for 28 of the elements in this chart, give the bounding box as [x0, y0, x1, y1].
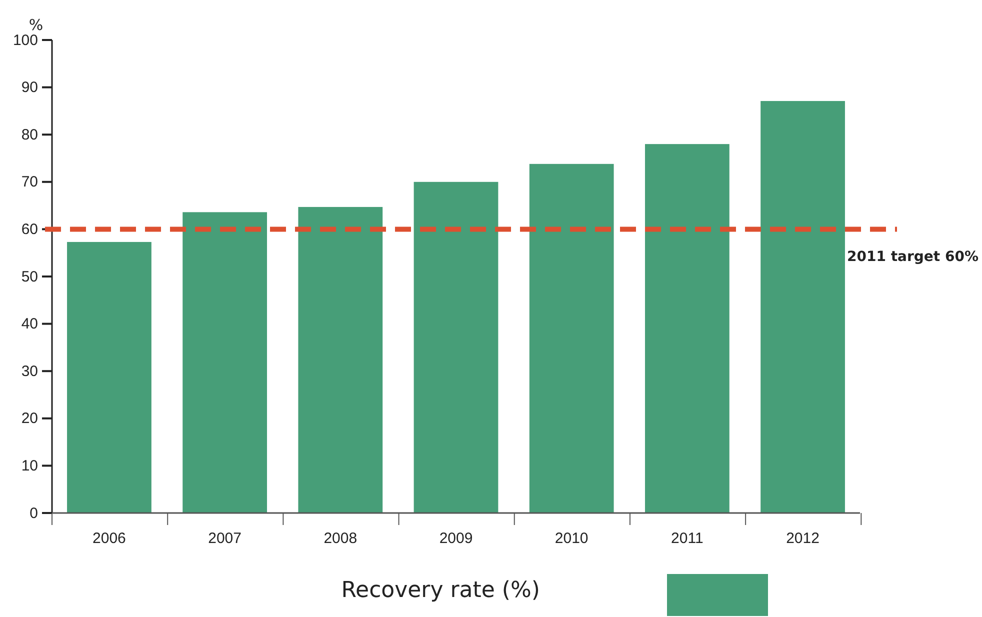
y-tick-label: 80 [21, 126, 38, 144]
bar [182, 212, 268, 513]
bar [414, 182, 498, 513]
y-tick-label: 100 [12, 32, 38, 49]
text: Recovery rate (%) [341, 578, 540, 603]
y-tick-label: 30 [21, 362, 38, 380]
x-tick-label: 2006 [92, 530, 126, 547]
y-tick-label: 20 [21, 410, 38, 428]
y-tick-label: 50 [21, 268, 38, 286]
y-tick-label: 90 [21, 79, 38, 96]
ref-line-label: 2011 target 60% [847, 249, 978, 266]
bar [67, 242, 152, 513]
bar [760, 101, 845, 513]
x-tick-label: 2011 [671, 530, 704, 547]
y-tick-label: 60 [21, 221, 38, 238]
y-tick-label: 40 [21, 316, 38, 333]
bar [644, 144, 730, 513]
x-tick-label: 2010 [554, 530, 588, 547]
bar [529, 164, 614, 513]
x-tick-label: 2009 [439, 530, 473, 547]
x-tick-label: 2012 [786, 530, 820, 547]
x-tick-label: 2008 [324, 530, 358, 547]
y-tick-label: 0 [30, 504, 38, 522]
bar [298, 206, 383, 513]
y-tick-label: 70 [21, 174, 38, 191]
x-tick-label: 2007 [208, 530, 242, 547]
y-tick-label: 10 [21, 458, 38, 474]
y-axis-title: % [28, 16, 44, 34]
